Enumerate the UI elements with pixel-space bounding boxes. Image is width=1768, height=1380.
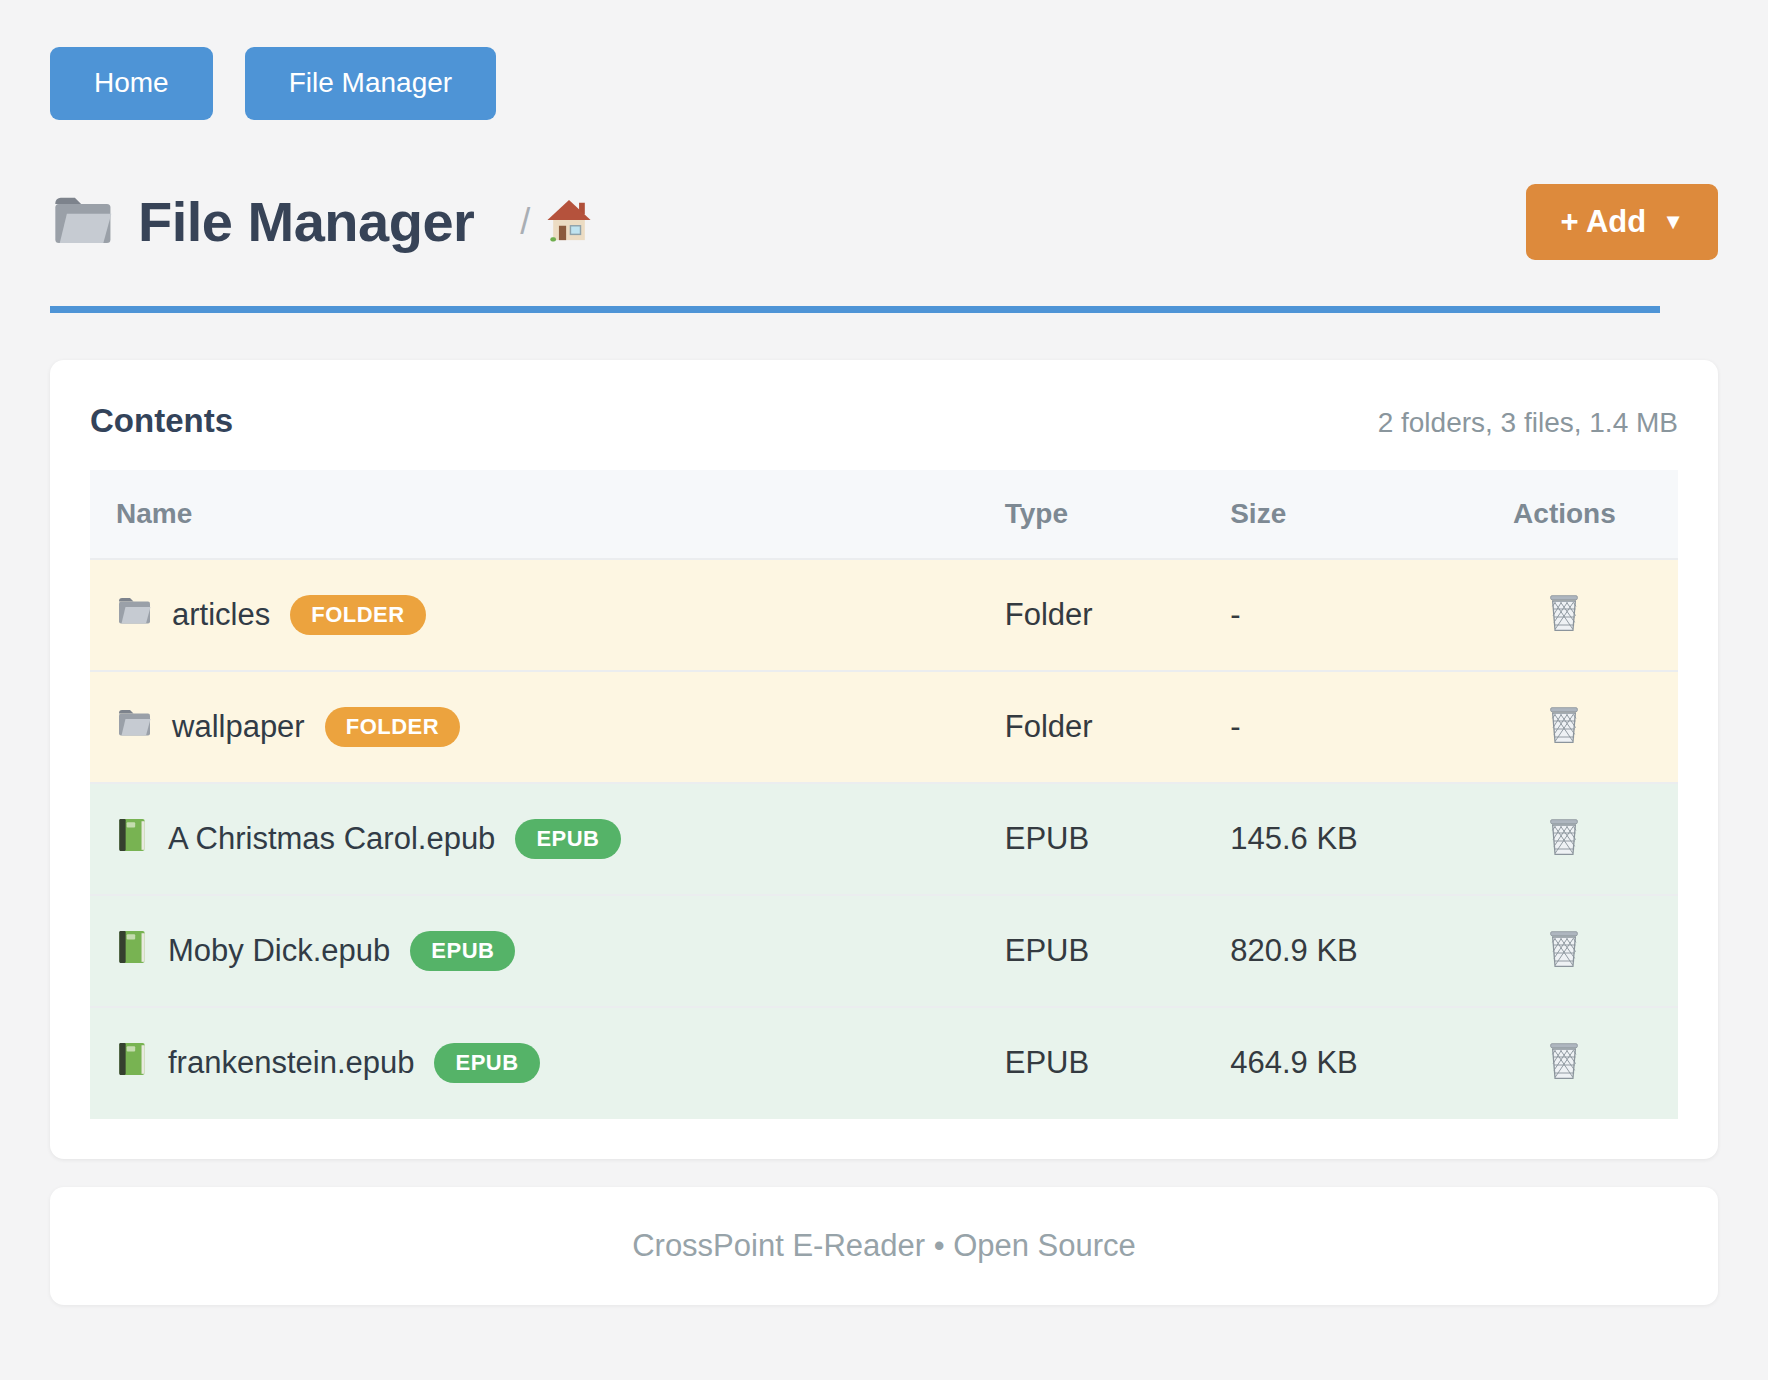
file-type: Folder	[1005, 559, 1230, 671]
delete-button[interactable]	[1542, 701, 1586, 749]
file-manager-button[interactable]: File Manager	[245, 47, 496, 120]
file-size: -	[1230, 671, 1451, 783]
column-header-type: Type	[1005, 470, 1230, 559]
book-icon	[116, 929, 148, 973]
contents-header: Contents 2 folders, 3 files, 1.4 MB	[90, 402, 1678, 440]
contents-summary: 2 folders, 3 files, 1.4 MB	[1378, 407, 1678, 439]
home-button[interactable]: Home	[50, 47, 213, 120]
page-title: File Manager	[138, 189, 474, 254]
trash-icon	[1546, 1041, 1582, 1081]
contents-title: Contents	[90, 402, 233, 440]
file-size: 145.6 KB	[1230, 783, 1451, 895]
title-group: File Manager /	[50, 189, 592, 254]
epub-badge: EPUB	[515, 819, 620, 859]
file-size: 464.9 KB	[1230, 1007, 1451, 1119]
table-row-articles[interactable]: articles FOLDER Folder -	[90, 559, 1678, 671]
epub-badge: EPUB	[434, 1043, 539, 1083]
breadcrumb-separator: /	[520, 201, 530, 243]
add-button[interactable]: + Add ▼	[1526, 184, 1718, 260]
file-table: Name Type Size Actions	[90, 470, 1678, 1119]
breadcrumb: /	[520, 198, 592, 246]
table-header-row: Name Type Size Actions	[90, 470, 1678, 559]
title-divider	[50, 306, 1660, 313]
epub-badge: EPUB	[410, 931, 515, 971]
top-nav: Home File Manager	[50, 47, 1718, 120]
trash-icon	[1546, 705, 1582, 745]
page-header: File Manager / + Add ▼	[50, 184, 1718, 260]
delete-button[interactable]	[1542, 589, 1586, 637]
trash-icon	[1546, 929, 1582, 969]
footer: CrossPoint E-Reader • Open Source	[50, 1187, 1718, 1305]
delete-button[interactable]	[1542, 813, 1586, 861]
folder-icon	[116, 595, 152, 634]
column-header-name: Name	[90, 470, 1005, 559]
file-name: wallpaper	[172, 709, 305, 745]
folder-badge: FOLDER	[325, 707, 460, 747]
home-icon[interactable]	[546, 198, 592, 246]
book-icon	[116, 817, 148, 861]
folder-icon	[50, 192, 114, 252]
table-row-moby-dick[interactable]: Moby Dick.epub EPUB EPUB 820.9 KB	[90, 895, 1678, 1007]
file-type: EPUB	[1005, 1007, 1230, 1119]
page: Home File Manager File Manager /	[0, 0, 1768, 1305]
add-button-label: + Add	[1560, 205, 1646, 239]
trash-icon	[1546, 593, 1582, 633]
file-name: articles	[172, 597, 270, 633]
file-size: -	[1230, 559, 1451, 671]
file-name: frankenstein.epub	[168, 1045, 414, 1081]
delete-button[interactable]	[1542, 925, 1586, 973]
file-size: 820.9 KB	[1230, 895, 1451, 1007]
table-row-christmas-carol[interactable]: A Christmas Carol.epub EPUB EPUB 145.6 K…	[90, 783, 1678, 895]
book-icon	[116, 1041, 148, 1085]
file-type: Folder	[1005, 671, 1230, 783]
folder-icon	[116, 707, 152, 746]
trash-icon	[1546, 817, 1582, 857]
footer-text: CrossPoint E-Reader • Open Source	[632, 1228, 1136, 1263]
delete-button[interactable]	[1542, 1037, 1586, 1085]
file-type: EPUB	[1005, 783, 1230, 895]
file-name: Moby Dick.epub	[168, 933, 390, 969]
chevron-down-icon: ▼	[1662, 210, 1684, 234]
folder-badge: FOLDER	[290, 595, 425, 635]
contents-card: Contents 2 folders, 3 files, 1.4 MB Name…	[50, 360, 1718, 1159]
table-row-wallpaper[interactable]: wallpaper FOLDER Folder -	[90, 671, 1678, 783]
file-type: EPUB	[1005, 895, 1230, 1007]
file-name: A Christmas Carol.epub	[168, 821, 495, 857]
column-header-actions: Actions	[1451, 470, 1678, 559]
table-row-frankenstein[interactable]: frankenstein.epub EPUB EPUB 464.9 KB	[90, 1007, 1678, 1119]
column-header-size: Size	[1230, 470, 1451, 559]
